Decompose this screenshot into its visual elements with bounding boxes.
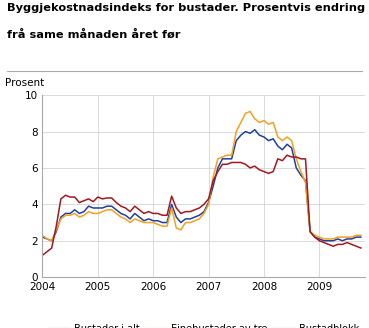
Bustader i alt <box>86 204 91 208</box>
Einebustader av tre <box>248 110 252 113</box>
Bustadblokk <box>285 153 289 157</box>
Bustadblokk <box>82 199 86 203</box>
Einebustader av tre <box>142 220 146 224</box>
Einebustader av tre <box>86 210 91 214</box>
Bustadblokk <box>359 246 363 250</box>
Bustader i alt <box>40 235 45 239</box>
Bustader i alt <box>119 212 123 215</box>
Einebustader av tre <box>49 239 54 243</box>
Einebustader av tre <box>40 233 45 237</box>
Bustadblokk <box>317 239 321 243</box>
Bustader i alt <box>49 239 54 243</box>
Bustadblokk <box>215 170 220 174</box>
Line: Bustadblokk: Bustadblokk <box>42 155 361 255</box>
Bustader i alt <box>359 235 363 239</box>
Einebustader av tre <box>119 215 123 219</box>
Einebustader av tre <box>359 233 363 237</box>
Bustadblokk <box>114 200 118 204</box>
Legend: Bustader i alt, Einebustader av tre, Bustadblokk: Bustader i alt, Einebustader av tre, Bus… <box>45 320 363 328</box>
Einebustader av tre <box>322 237 326 241</box>
Line: Bustader i alt: Bustader i alt <box>42 130 361 241</box>
Einebustader av tre <box>220 155 225 159</box>
Bustadblokk <box>137 208 142 212</box>
Bustader i alt <box>179 220 183 224</box>
Bustadblokk <box>313 235 317 239</box>
Text: Byggjekostnadsindeks for bustader. Prosentvis endring: Byggjekostnadsindeks for bustader. Prose… <box>7 3 366 13</box>
Bustader i alt <box>252 128 257 132</box>
Bustader i alt <box>220 157 225 161</box>
Einebustader av tre <box>179 228 183 232</box>
Bustader i alt <box>142 219 146 223</box>
Text: Prosent: Prosent <box>5 78 45 88</box>
Line: Einebustader av tre: Einebustader av tre <box>42 112 361 241</box>
Bustader i alt <box>322 239 326 243</box>
Text: frå same månaden året før: frå same månaden året før <box>7 30 181 40</box>
Bustadblokk <box>40 253 45 257</box>
